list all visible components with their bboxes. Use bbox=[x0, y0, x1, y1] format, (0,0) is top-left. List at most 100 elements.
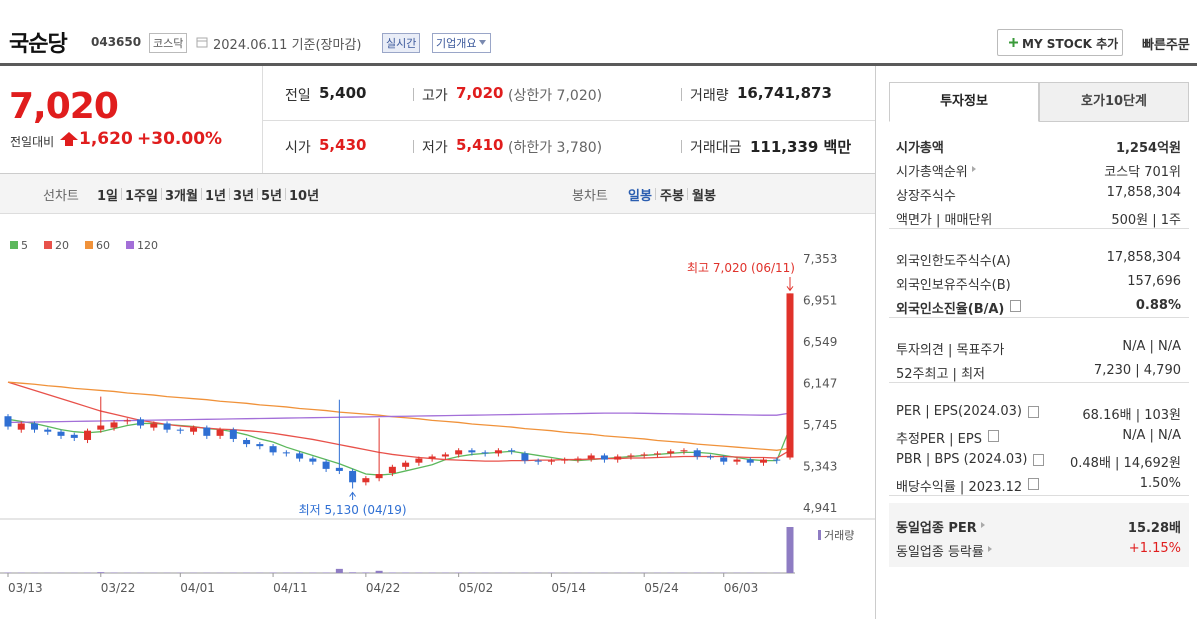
candle-body bbox=[269, 446, 277, 453]
divider bbox=[875, 66, 876, 619]
quick-order[interactable]: 빠른주문 bbox=[1142, 38, 1190, 53]
info-label: 동일업종 PER bbox=[896, 521, 977, 536]
legend-swatch bbox=[126, 241, 134, 249]
period-button[interactable]: 1년 bbox=[205, 189, 227, 204]
low-arrow bbox=[349, 491, 357, 500]
y-tick-label: 6,549 bbox=[803, 335, 837, 349]
period-button[interactable]: 주봉 bbox=[660, 189, 684, 204]
candle-body bbox=[57, 431, 65, 436]
shaded-box bbox=[889, 503, 1189, 567]
candle-body bbox=[17, 423, 25, 430]
info-value: 157,696 bbox=[1127, 274, 1181, 289]
legend-swatch bbox=[85, 241, 93, 249]
candle-body bbox=[296, 453, 304, 459]
period-button[interactable]: 일봉 bbox=[628, 189, 652, 204]
toolbar-separator bbox=[121, 188, 122, 200]
field-note: (하한가 3,780) bbox=[508, 140, 603, 156]
divider bbox=[262, 120, 875, 121]
candle-body bbox=[44, 429, 52, 432]
candle-body bbox=[362, 478, 370, 483]
period-button[interactable]: 3년 bbox=[233, 189, 255, 204]
period-button[interactable]: 월봉 bbox=[692, 189, 716, 204]
arrow-icon bbox=[972, 166, 976, 172]
info-value: 1.50% bbox=[1139, 476, 1181, 491]
legend-swatch bbox=[44, 241, 52, 249]
field-value: 5,400 bbox=[319, 84, 367, 102]
moving-average-line bbox=[7, 381, 791, 462]
info-tab[interactable]: 투자정보 bbox=[889, 82, 1039, 122]
candle-body bbox=[746, 459, 754, 463]
y-tick-label: 4,941 bbox=[803, 501, 837, 515]
candle-body bbox=[468, 450, 476, 453]
volume-bar bbox=[786, 527, 794, 573]
info-label: 추정PER | EPS bbox=[896, 432, 982, 447]
field-label: 거래량 bbox=[690, 88, 729, 104]
info-tab[interactable]: 호가10단계 bbox=[1039, 82, 1189, 122]
field-separator bbox=[681, 140, 682, 153]
field-separator bbox=[681, 88, 682, 101]
arrow-icon bbox=[988, 546, 992, 552]
info-label: 시가총액순위 bbox=[896, 165, 968, 180]
volume-bar bbox=[97, 572, 105, 573]
candle-body bbox=[773, 459, 781, 461]
candle-body bbox=[70, 434, 78, 438]
field-value: 5,410 bbox=[456, 136, 504, 154]
toolbar-separator bbox=[257, 188, 258, 200]
volume-legend-swatch bbox=[818, 530, 821, 540]
period-button[interactable]: 5년 bbox=[261, 189, 283, 204]
arrow-icon bbox=[981, 522, 985, 528]
field-label: 저가 bbox=[422, 140, 448, 156]
x-tick-label: 04/22 bbox=[366, 581, 401, 595]
toolbar-separator bbox=[285, 188, 286, 200]
y-tick-label: 5,343 bbox=[803, 460, 837, 474]
info-label: 동일업종 등락률 bbox=[896, 545, 984, 560]
candle-body bbox=[176, 429, 184, 431]
candle-body bbox=[441, 454, 449, 457]
candle-body bbox=[216, 429, 224, 436]
realtime-badge[interactable]: 실시간 bbox=[382, 33, 421, 53]
period-button[interactable]: 10년 bbox=[289, 189, 320, 204]
candle-body bbox=[574, 458, 582, 460]
high-arrow bbox=[786, 277, 794, 292]
field-separator bbox=[413, 140, 414, 153]
candle-body bbox=[720, 457, 728, 462]
candle-body bbox=[110, 422, 118, 428]
field-value: 7,020 bbox=[456, 84, 504, 102]
info-value: N/A | N/A bbox=[1122, 339, 1181, 354]
candle-body bbox=[97, 425, 105, 430]
info-label: 외국인한도주식수(A) bbox=[896, 254, 1011, 269]
moving-average-line bbox=[7, 381, 791, 451]
change-amount: 1,620 bbox=[79, 129, 133, 149]
help-icon bbox=[988, 430, 999, 442]
my-stock-button[interactable]: MY STOCK 추가 bbox=[997, 29, 1123, 56]
info-label: 배당수익률 | 2023.12 bbox=[896, 480, 1023, 495]
info-label: 시가총액 bbox=[896, 141, 944, 156]
market-badge: 코스닥 bbox=[149, 33, 188, 53]
base-date: 2024.06.11 기준(장마감) bbox=[213, 38, 362, 53]
help-icon bbox=[1028, 478, 1039, 490]
candle-body bbox=[388, 466, 396, 474]
candle-body bbox=[547, 460, 555, 462]
info-label: 외국인소진율(B/A) bbox=[896, 302, 1005, 317]
period-button[interactable]: 1일 bbox=[97, 189, 119, 204]
company-info-text: 기업개요 bbox=[436, 37, 477, 50]
toolbar-separator bbox=[229, 188, 230, 200]
candle-body bbox=[640, 454, 648, 456]
group-separator bbox=[889, 317, 1189, 318]
candle-body bbox=[349, 470, 357, 483]
period-button[interactable]: 1주일 bbox=[125, 189, 158, 204]
candle-body bbox=[322, 461, 330, 469]
volume-bar bbox=[362, 572, 370, 573]
period-button[interactable]: 3개월 bbox=[165, 189, 198, 204]
help-icon bbox=[1010, 300, 1021, 312]
info-label: PER | EPS(2024.03) bbox=[896, 404, 1022, 419]
field-label: 시가 bbox=[285, 140, 311, 156]
change-label: 전일대비 bbox=[10, 135, 55, 149]
line-chart-label: 선차트 bbox=[43, 189, 79, 204]
y-tick-label: 5,745 bbox=[803, 418, 837, 432]
candle-body bbox=[309, 458, 317, 462]
change-rate: +30.00% bbox=[137, 129, 223, 149]
toolbar bbox=[0, 173, 875, 214]
company-info[interactable]: 기업개요 bbox=[432, 33, 492, 53]
